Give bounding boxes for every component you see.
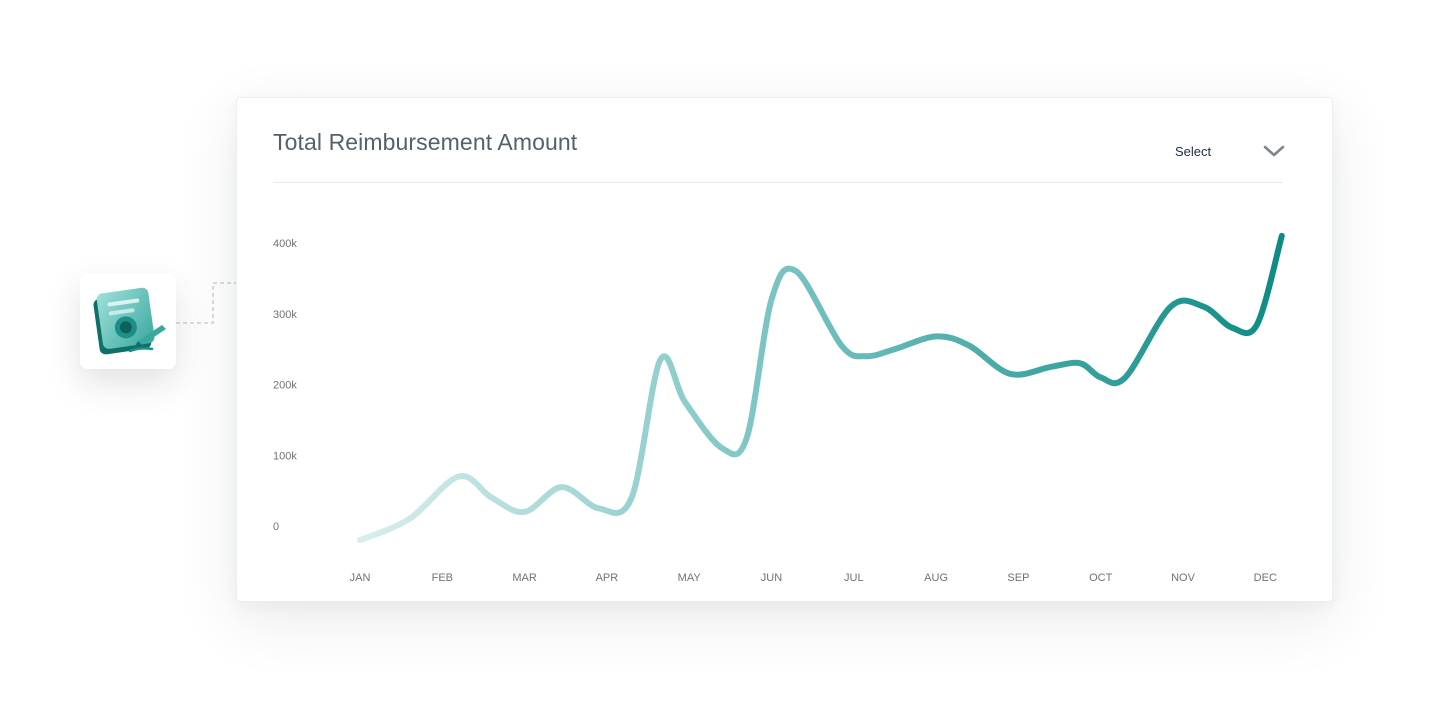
x-tick-label: MAY — [678, 572, 702, 584]
y-axis: 0 100k 200k 300k 400k — [273, 238, 297, 533]
y-tick-label: 100k — [273, 450, 297, 462]
y-tick-label: 200k — [273, 380, 297, 392]
x-tick-label: OCT — [1089, 572, 1113, 584]
x-tick-label: JUN — [761, 572, 782, 584]
series-line — [357, 232, 1285, 544]
x-tick-label: JAN — [350, 572, 371, 584]
x-tick-label: DEC — [1254, 572, 1277, 584]
x-tick-label: NOV — [1171, 572, 1196, 584]
document-signature-icon — [93, 287, 166, 355]
x-tick-label: AUG — [924, 572, 948, 584]
chevron-down-icon — [1263, 145, 1285, 157]
x-tick-label: APR — [596, 572, 619, 584]
y-tick-label: 0 — [273, 521, 279, 533]
x-axis: JAN FEB MAR APR MAY JUN JUL AUG SEP OCT NOV DEC — [350, 572, 1277, 584]
feature-badge — [80, 273, 176, 369]
select-label: Select — [1175, 143, 1212, 159]
y-tick-label: 300k — [273, 309, 297, 321]
x-tick-label: FEB — [432, 572, 453, 584]
card-title: Total Reimbursement Amount — [273, 129, 578, 155]
x-tick-label: JUL — [844, 572, 864, 584]
period-select[interactable]: Select — [1175, 138, 1285, 164]
header-divider — [273, 182, 1283, 183]
line-chart: 0 100k 200k 300k 400k JAN FEB MAR APR MAY JUN JUL A… — [273, 232, 1285, 584]
dashed-connector — [176, 282, 236, 324]
x-tick-label: MAR — [512, 572, 537, 584]
reimbursement-card: Total Reimbursement Amount Select 0 100k 2… — [236, 97, 1333, 602]
x-tick-label: SEP — [1007, 572, 1029, 584]
y-tick-label: 400k — [273, 238, 297, 250]
